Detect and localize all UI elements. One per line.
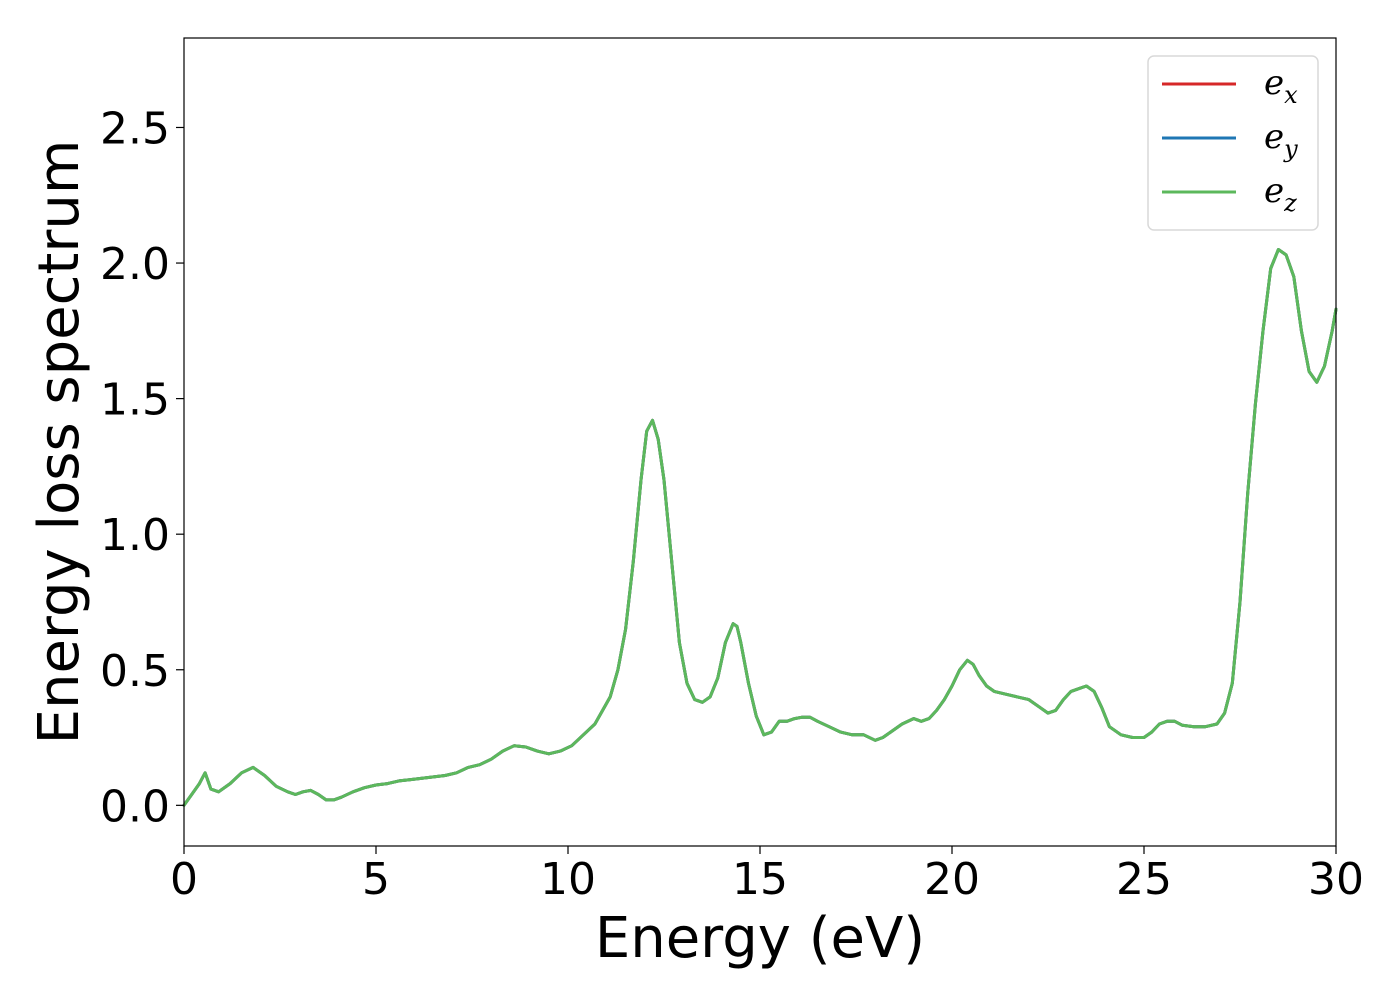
x-axis: 0 5 10 15 20 25 30 (170, 846, 1364, 905)
y-axis: 0.0 0.5 1.0 1.5 2.0 2.5 (100, 103, 184, 832)
legend-label-subscript: y (1283, 135, 1298, 163)
x-tick-label: 0 (170, 854, 198, 905)
y-tick-label: 2.5 (100, 103, 170, 154)
legend-label-main: e (1264, 63, 1284, 103)
legend-label-subscript: z (1283, 189, 1297, 217)
y-tick-label: 0.0 (100, 781, 170, 832)
y-tick-label: 2.0 (100, 239, 170, 290)
y-tick-label: 1.5 (100, 375, 170, 426)
y-tick-label: 1.0 (100, 510, 170, 561)
legend-label-main: e (1264, 171, 1284, 211)
legend-box (1147, 55, 1319, 231)
legend-label-ex: ex (1264, 63, 1298, 109)
y-axis-title: Energy loss spectrum (27, 140, 92, 745)
series-line-ez (182, 248, 1338, 807)
x-tick-label: 20 (924, 854, 980, 905)
series-layer (182, 248, 1338, 807)
legend-label-main: e (1264, 117, 1284, 157)
x-axis-title: Energy (eV) (595, 906, 925, 971)
x-tick-label: 15 (732, 854, 788, 905)
x-tick-label: 25 (1116, 854, 1172, 905)
y-tick-label: 0.5 (100, 646, 170, 697)
legend-label-ey: ey (1264, 117, 1298, 163)
x-tick-label: 5 (362, 854, 390, 905)
x-tick-label: 30 (1308, 854, 1364, 905)
legend-label-subscript: x (1284, 81, 1298, 109)
legend-label-ez: ez (1264, 171, 1297, 217)
x-tick-label: 10 (540, 854, 596, 905)
